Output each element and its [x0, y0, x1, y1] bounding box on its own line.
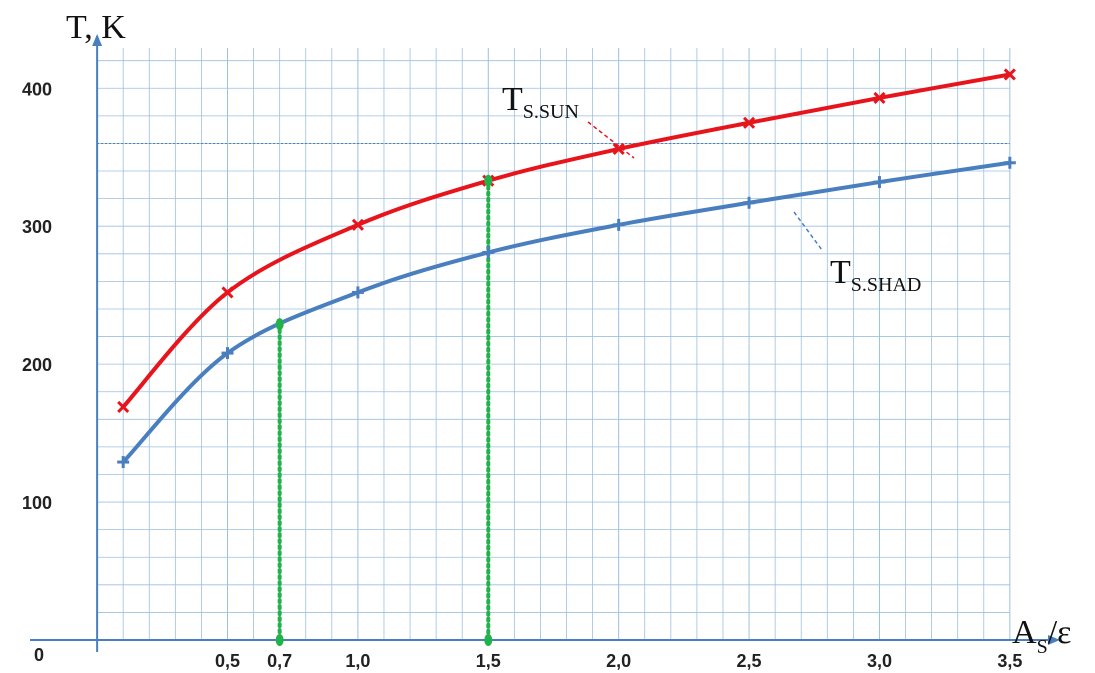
axes	[30, 34, 1060, 652]
sun-label-leader	[587, 121, 635, 159]
x-tick-label: 2,5	[737, 651, 762, 671]
x-tick-label: 2,0	[606, 651, 631, 671]
shad-data-point	[612, 218, 625, 231]
sun-series-label-group: TS.SUN	[502, 81, 635, 159]
x-axis-title-main: A	[1012, 614, 1037, 651]
sun-data-point	[743, 116, 756, 129]
x-axis-title-sub: S	[1037, 636, 1048, 658]
sun-data-point	[612, 142, 625, 156]
series-group	[117, 68, 1016, 469]
x-tick-label: 3,0	[867, 651, 892, 671]
shad-series-label-group: TS.SHAD	[793, 211, 921, 296]
y-tick-label: 300	[22, 217, 52, 237]
highlight-dot-top	[484, 174, 493, 187]
tick-labels: 0,5 0,7 1,0 1,5 2,0 2,5 3,0 3,5 100 200 300 400	[22, 79, 1022, 671]
sun-series-label-sub: S.SUN	[523, 101, 579, 123]
highlight-dot-axis	[484, 634, 493, 646]
x-tick-label: 1,5	[476, 651, 501, 671]
grid	[96, 48, 1011, 641]
y-axis-title: T, K	[66, 9, 126, 46]
sun-series-label-main: T	[502, 81, 523, 118]
shad-data-point	[221, 347, 234, 360]
sun-data-point	[117, 400, 130, 413]
highlight-dots	[275, 174, 493, 646]
x-axis-title-rest: /ε	[1048, 614, 1072, 651]
y-tick-label: 200	[22, 355, 52, 375]
shad-series-label: TS.SHAD	[830, 254, 921, 296]
sun-data-point	[1003, 68, 1016, 81]
shad-data-point	[743, 196, 756, 209]
shad-data-point	[873, 176, 886, 189]
sun-series-line	[121, 72, 1012, 409]
x-tick-label: 3,5	[997, 651, 1022, 671]
shad-data-point	[482, 246, 495, 259]
highlight-dot-top	[275, 318, 284, 331]
y-tick-label: 400	[22, 79, 52, 99]
x-tick-label: 0,7	[267, 651, 292, 671]
x-tick-label: 1,0	[345, 651, 370, 671]
shad-data-point	[351, 286, 364, 299]
x-tick-label: 0,5	[215, 651, 240, 671]
shad-series-label-sub: S.SHAD	[851, 274, 922, 296]
shad-data-point	[117, 456, 130, 469]
sun-data-point	[873, 91, 886, 104]
shad-series-label-main: T	[830, 254, 851, 291]
sun-data-point	[351, 218, 364, 231]
x-axis-title: AS/ε	[1012, 614, 1071, 658]
origin-label: 0	[34, 645, 44, 665]
sun-series-label: TS.SUN	[502, 81, 579, 123]
y-tick-label: 100	[22, 493, 52, 513]
highlight-dot-axis	[275, 634, 284, 646]
shad-data-point	[1003, 156, 1016, 169]
sun-data-point	[221, 286, 234, 299]
shad-label-leader	[793, 211, 823, 251]
shad-series-line	[121, 160, 1012, 465]
